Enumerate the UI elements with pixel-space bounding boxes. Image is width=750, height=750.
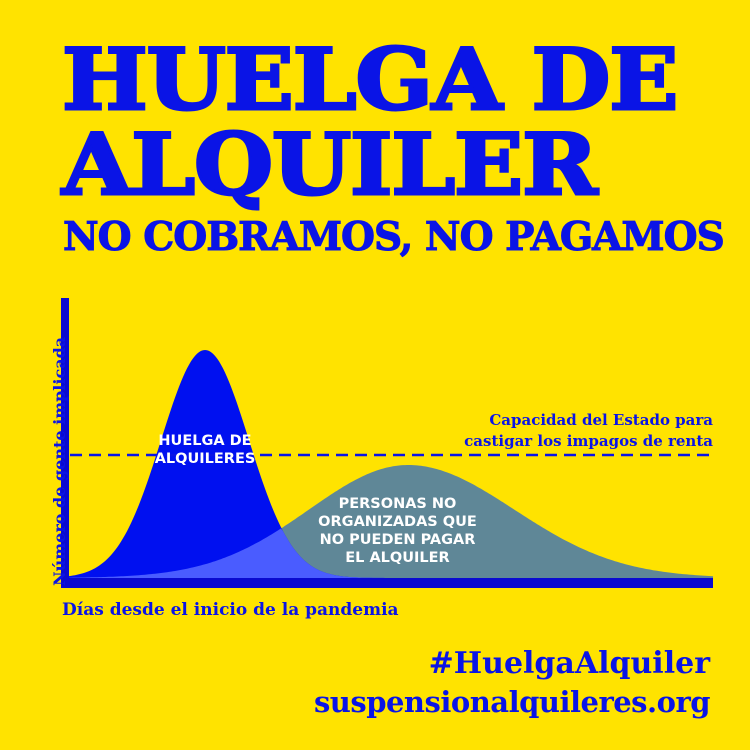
- strike-label-line-2: ALQUILERES: [154, 451, 256, 467]
- unorganized-label-line-2: ORGANIZADAS QUE: [318, 514, 477, 530]
- title-line-2: ALQUILER: [60, 115, 599, 214]
- threshold-label-line-2: castigar los impagos de renta: [464, 432, 713, 450]
- strike-curve: [69, 350, 713, 578]
- y-axis: [61, 298, 69, 588]
- unorganized-label-line-3: NO PUEDEN PAGAR: [319, 532, 476, 548]
- x-axis: [61, 578, 713, 588]
- unorganized-label-line-4: EL ALQUILER: [345, 550, 450, 566]
- y-axis-label: Número de gente implicada: [50, 336, 69, 586]
- threshold-label: Capacidad del Estado para castigar los i…: [464, 410, 713, 452]
- threshold-label-line-1: Capacidad del Estado para: [489, 411, 713, 429]
- strike-curve-label: HUELGA DE ALQUILERES: [140, 432, 270, 468]
- overlap-area: [69, 528, 713, 578]
- hashtag: #HuelgaAlquiler: [428, 646, 710, 681]
- x-axis-label: Días desde el inicio de la pandemia: [62, 600, 399, 620]
- unorganized-label-line-1: PERSONAS NO: [338, 496, 457, 512]
- unorganized-curve: [69, 465, 713, 578]
- unorganized-curve-label: PERSONAS NO ORGANIZADAS QUE NO PUEDEN PA…: [310, 495, 485, 567]
- title-line-1: HUELGA DE: [60, 30, 680, 129]
- website-link[interactable]: suspensionalquileres.org: [313, 685, 711, 719]
- strike-label-line-1: HUELGA DE: [158, 433, 252, 449]
- subtitle: NO COBRAMOS, NO PAGAMOS: [63, 214, 726, 261]
